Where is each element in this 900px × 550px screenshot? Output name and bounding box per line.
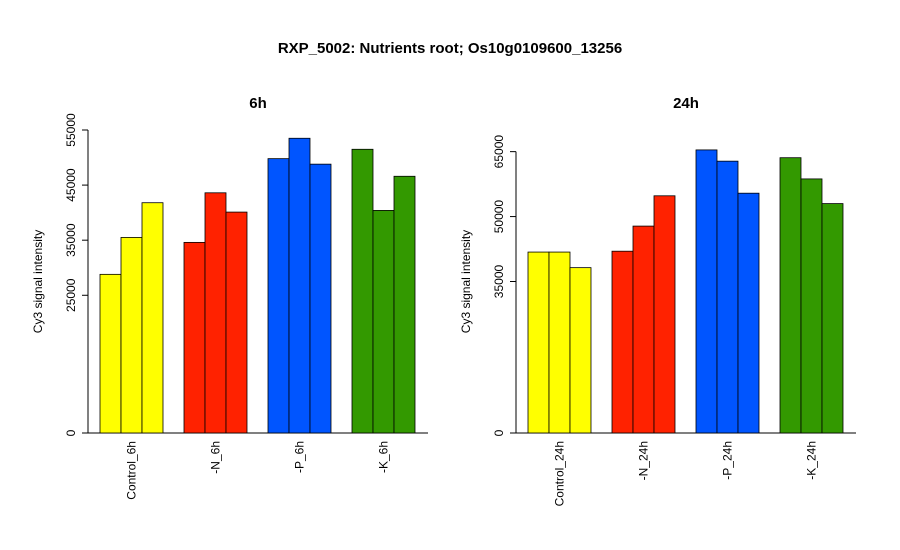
- panel-title: 6h: [249, 95, 267, 112]
- bar: [309, 163, 332, 434]
- x-category-label: Control_6h: [125, 441, 139, 500]
- panel-24h: 24h Cy3 signal intensity 0 35000 50000 65000 C…: [459, 95, 856, 506]
- y-tick-label: 65000: [492, 135, 506, 169]
- bar: [204, 192, 227, 434]
- y-tick-label: 50000: [492, 200, 506, 234]
- bar: [737, 192, 760, 434]
- x-category-label: -N_24h: [637, 441, 651, 480]
- bar: [695, 149, 718, 434]
- bar: [653, 195, 676, 434]
- bar: [183, 241, 206, 434]
- bar: [716, 160, 739, 434]
- main-title: RXP_5002: Nutrients root; Os10g0109600_1…: [278, 40, 622, 57]
- y-tick-label: 55000: [64, 113, 78, 147]
- bar: [821, 203, 844, 434]
- y-axis-label: Cy3 signal intensity: [459, 230, 473, 333]
- bar: [372, 210, 395, 434]
- panel-title: 24h: [673, 95, 699, 112]
- x-category-label: -P_24h: [721, 441, 735, 480]
- bar: [288, 137, 311, 434]
- bar: [351, 148, 374, 434]
- y-axis-label: Cy3 signal intensity: [31, 230, 45, 333]
- y-tick-label: 0: [64, 429, 78, 436]
- y-tick-label: 25000: [64, 278, 78, 312]
- bar: [527, 251, 550, 434]
- bar: [267, 158, 290, 434]
- panel-6h: 6h Cy3 signal intensity 0 25000 35000 45000 55…: [31, 95, 428, 500]
- bar: [632, 225, 655, 434]
- bar: [548, 251, 571, 434]
- bar: [393, 175, 416, 434]
- x-category-label: -K_24h: [805, 441, 819, 480]
- bar: [225, 211, 248, 434]
- y-tick-label: 45000: [64, 168, 78, 202]
- bar: [99, 273, 122, 434]
- x-category-label: -P_6h: [293, 441, 307, 473]
- x-category-label: -N_6h: [209, 441, 223, 474]
- bar: [779, 157, 802, 434]
- bar: [120, 237, 143, 434]
- y-tick-label: 0: [492, 429, 506, 436]
- bar: [141, 202, 164, 434]
- y-tick-label: 35000: [492, 264, 506, 298]
- x-category-label: Control_24h: [553, 441, 567, 506]
- y-tick-label: 35000: [64, 223, 78, 257]
- x-category-label: -K_6h: [377, 441, 391, 473]
- bar: [569, 267, 592, 434]
- bar: [800, 178, 823, 434]
- bar: [611, 250, 634, 434]
